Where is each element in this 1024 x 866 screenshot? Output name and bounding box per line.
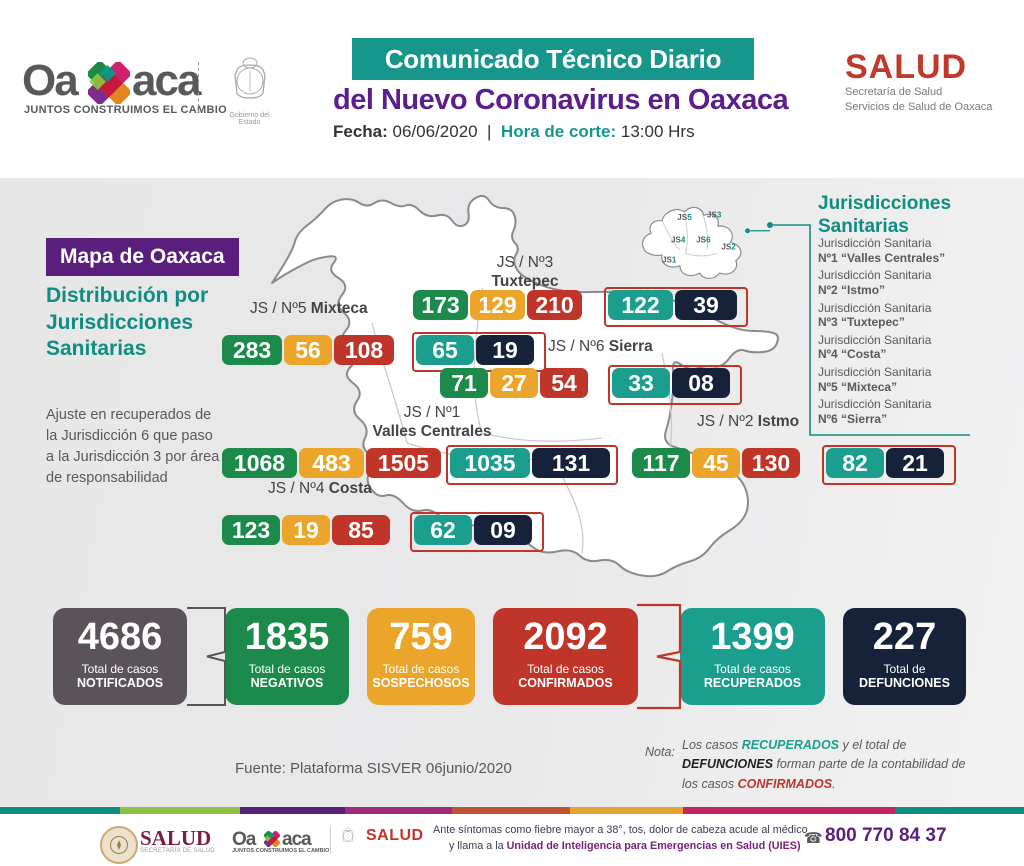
svg-text:JS1: JS1 [662,255,677,264]
svg-text:JS3: JS3 [707,210,722,219]
svg-text:JS2: JS2 [721,243,736,252]
svg-text:JS4: JS4 [671,235,686,244]
svg-text:JS6: JS6 [696,235,711,244]
svg-text:JS5: JS5 [677,213,692,222]
